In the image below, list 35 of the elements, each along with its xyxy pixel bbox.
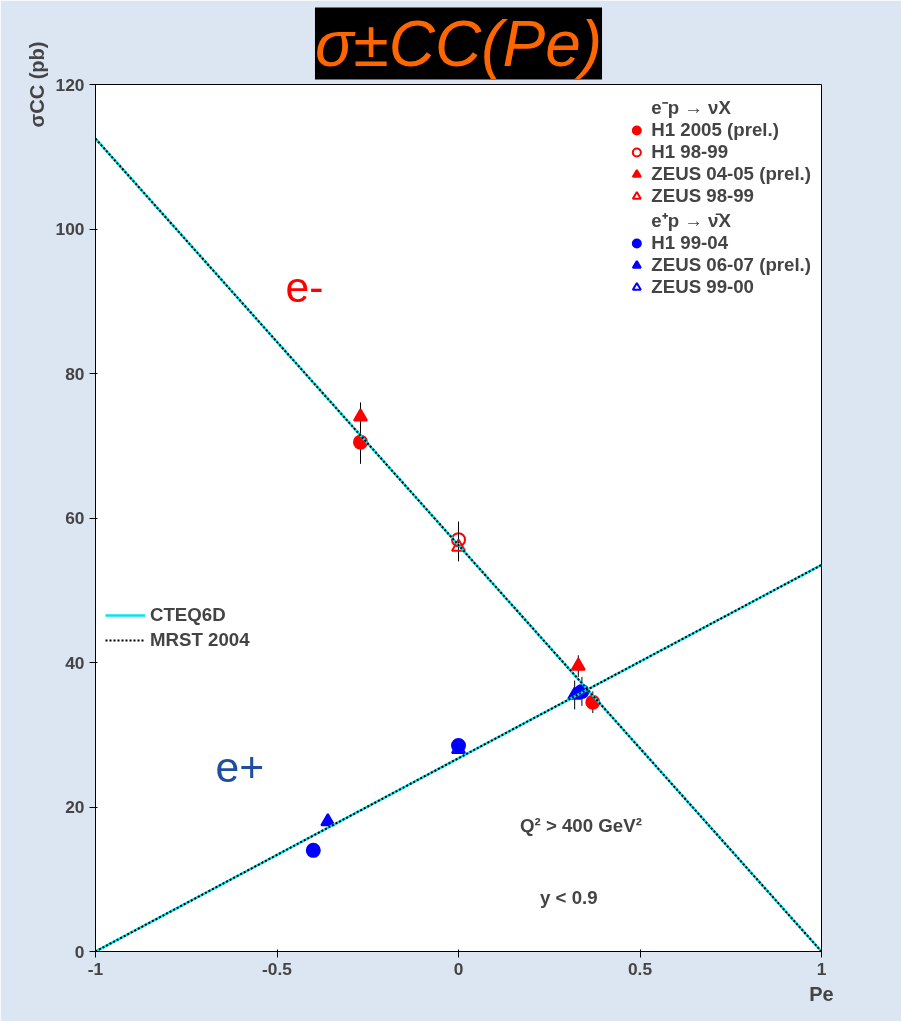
x-tick-label: -1: [87, 958, 104, 979]
y-tick-label: 120: [55, 74, 85, 95]
legend-label: ZEUS 99-00: [651, 276, 754, 298]
legend-label: H1 2005 (prel.): [651, 119, 779, 141]
annotation: e⁺p → ν̄X: [651, 209, 731, 232]
annotation: Q² > 400 GeV²: [520, 814, 642, 836]
point: [451, 538, 466, 552]
x-tick-label: 0.5: [627, 958, 653, 979]
legend-label: ZEUS 04-05 (prel.): [651, 163, 811, 185]
x-tick-label: 0: [453, 958, 464, 979]
annotation: e-: [285, 262, 324, 311]
legend-label: ZEUS 98-99: [651, 185, 754, 207]
legend-label: H1 98-99: [651, 141, 729, 163]
point: [451, 532, 466, 548]
y-tick-label: 100: [55, 219, 85, 239]
x-axis-title: Pe: [809, 982, 834, 1005]
y-tick-label: 80: [65, 363, 85, 384]
point: [352, 408, 368, 422]
y-tick-label: 60: [65, 508, 85, 528]
legend-label: CTEQ6D: [150, 604, 226, 626]
annotation: e+: [215, 742, 265, 791]
annotation: e⁻p → νX: [651, 96, 731, 119]
y-tick-label: 20: [65, 797, 85, 817]
x-tick-label: -0.5: [262, 958, 293, 979]
y-tick-label: 0: [74, 941, 85, 962]
chart-title: σ±CC(Pe): [314, 7, 603, 80]
legend-label: ZEUS 06-07 (prel.): [651, 254, 811, 276]
point: [570, 657, 586, 671]
legend-label: H1 99-04: [651, 232, 729, 254]
legend-label: MRST 2004: [150, 629, 250, 651]
y-tick-label: 40: [65, 652, 85, 673]
point: [305, 842, 321, 858]
x-tick-label: 1: [816, 958, 827, 979]
y-axis-title: σCC (pb): [25, 41, 48, 128]
annotation: y < 0.9: [540, 887, 598, 909]
